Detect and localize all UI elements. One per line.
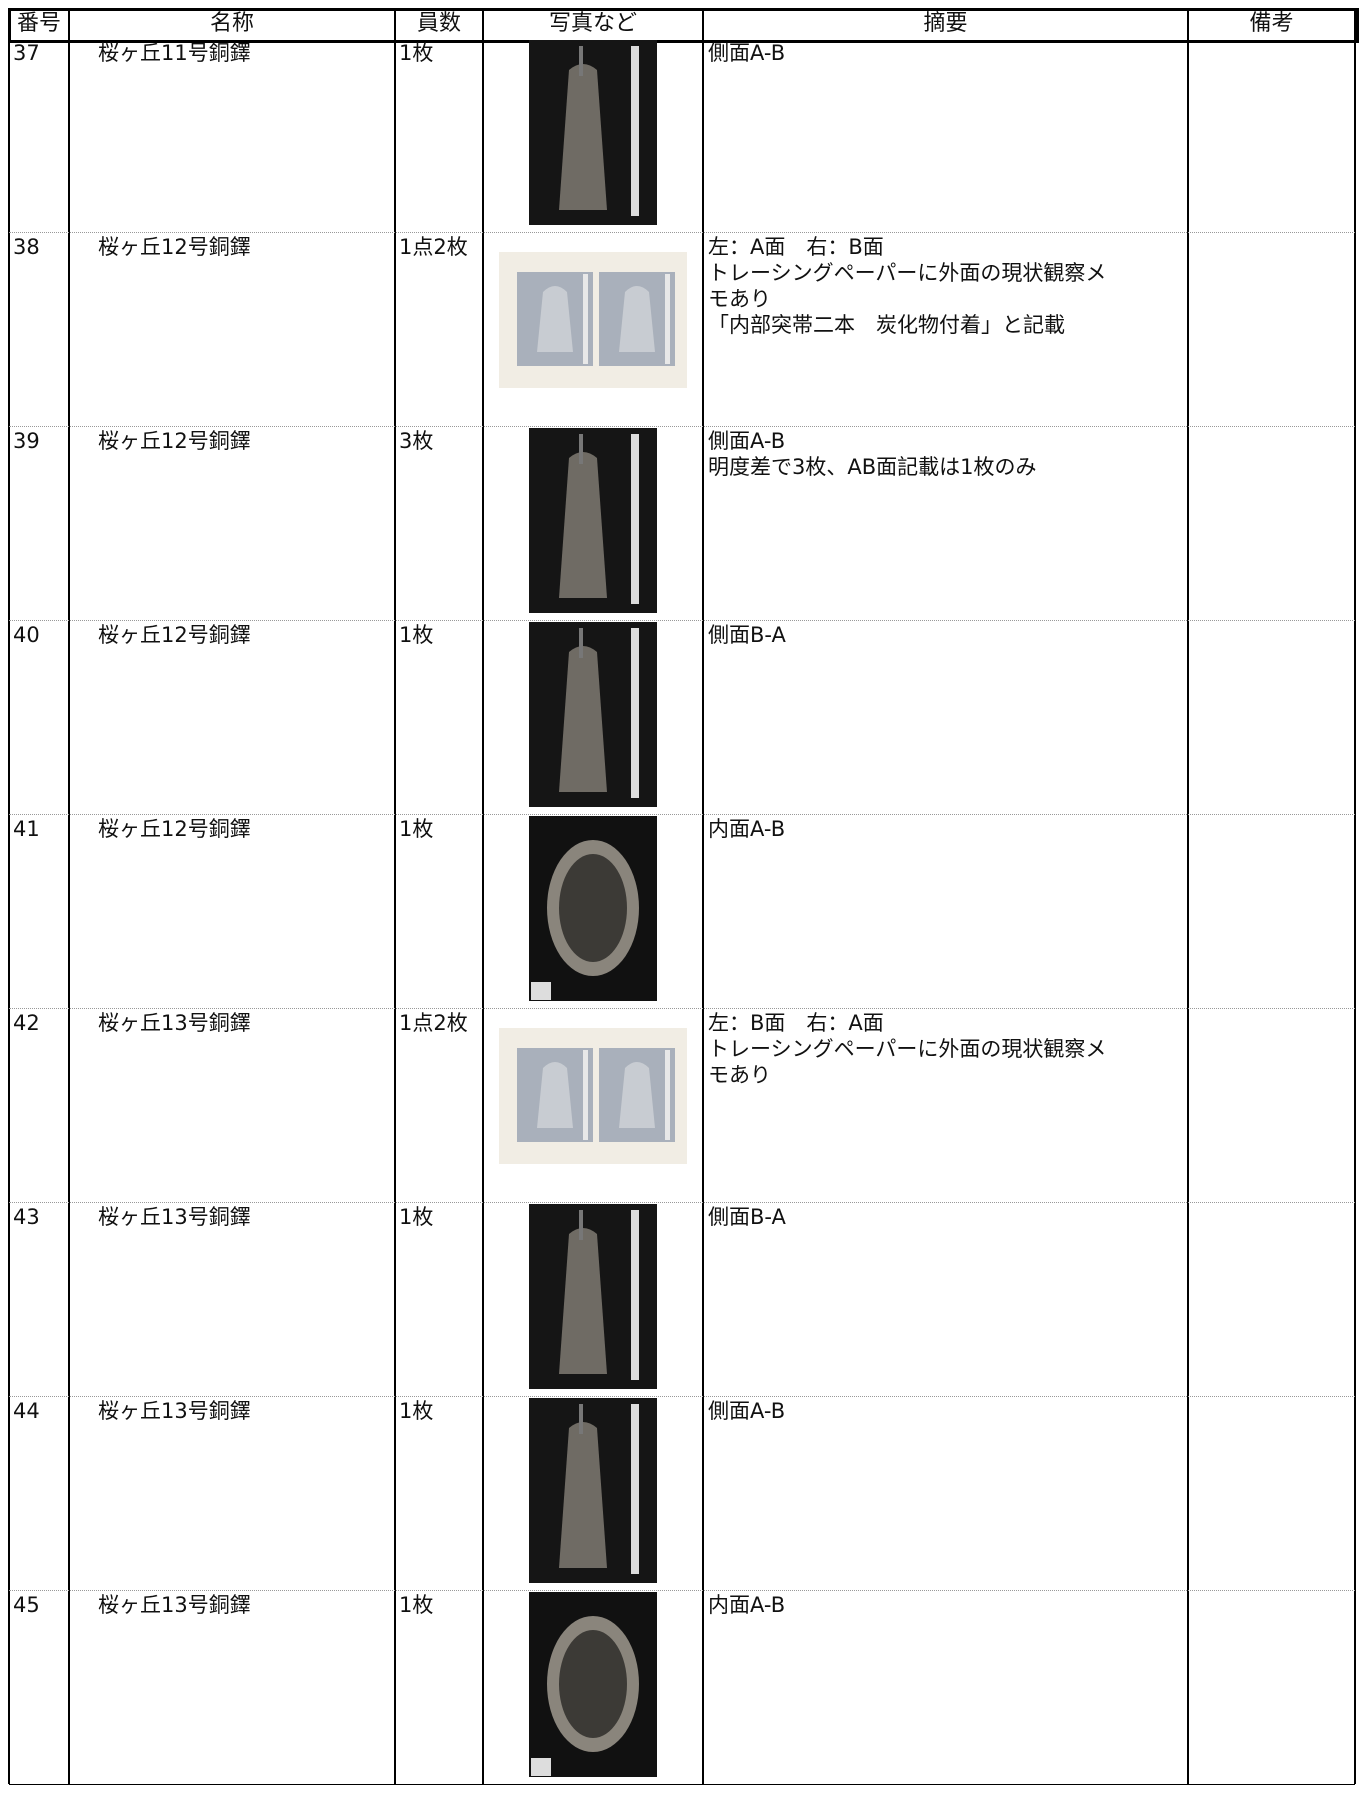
row-separator <box>9 1590 1355 1591</box>
photo <box>529 816 657 1001</box>
row-separator <box>9 620 1355 621</box>
cell-count: 1枚 <box>399 1399 434 1423</box>
row-separator <box>9 232 1355 233</box>
cell-summary: トレーシングペーパーに外面の現状観察メ <box>708 1037 1107 1061</box>
row-separator <box>9 426 1355 427</box>
cell-no: 37 <box>13 41 40 65</box>
cell-no: 38 <box>13 235 40 259</box>
cell-summary: 側面A-B <box>708 429 786 453</box>
photo <box>499 1028 687 1164</box>
cell-summary: 側面B-A <box>708 1205 786 1229</box>
cell-count: 3枚 <box>399 429 434 453</box>
cell-count: 1枚 <box>399 1205 434 1229</box>
header-cell: 写真など <box>548 11 637 36</box>
cell-summary: 内面A-B <box>708 817 786 841</box>
photo <box>529 428 657 613</box>
cell-summary: 側面B-A <box>708 623 786 647</box>
cell-name: 桜ヶ丘12号銅鐸 <box>98 235 251 259</box>
column-line <box>702 9 704 1784</box>
cell-no: 41 <box>13 817 40 841</box>
cell-summary: トレーシングペーパーに外面の現状観察メ <box>708 261 1107 285</box>
cell-summary: 明度差で3枚、AB面記載は1枚のみ <box>708 455 1037 479</box>
cell-no: 39 <box>13 429 40 453</box>
photo <box>529 1398 657 1583</box>
row-separator <box>9 1396 1355 1397</box>
cell-no: 42 <box>13 1011 40 1035</box>
cell-name: 桜ヶ丘12号銅鐸 <box>98 817 251 841</box>
header-cell: 摘要 <box>923 11 968 36</box>
cell-count: 1枚 <box>399 817 434 841</box>
table-bottom <box>9 1784 1355 1785</box>
cell-name: 桜ヶ丘13号銅鐸 <box>98 1205 251 1229</box>
cell-summary: 内面A-B <box>708 1593 786 1617</box>
header-cell: 名称 <box>209 11 254 36</box>
header-cell: 備考 <box>1249 11 1294 36</box>
cell-count: 1枚 <box>399 1593 434 1617</box>
cell-count: 1枚 <box>399 41 434 65</box>
column-line <box>1187 9 1189 1784</box>
cell-count: 1枚 <box>399 623 434 647</box>
photo <box>529 1592 657 1777</box>
cell-name: 桜ヶ丘13号銅鐸 <box>98 1399 251 1423</box>
header-cell: 員数 <box>416 11 461 36</box>
cell-no: 44 <box>13 1399 40 1423</box>
cell-count: 1点2枚 <box>399 235 468 259</box>
column-line <box>1354 9 1356 1784</box>
cell-name: 桜ヶ丘11号銅鐸 <box>98 41 251 65</box>
column-line <box>394 9 396 1784</box>
cell-summary: 側面A-B <box>708 1399 786 1423</box>
cell-no: 45 <box>13 1593 40 1617</box>
cell-name: 桜ヶ丘12号銅鐸 <box>98 623 251 647</box>
cell-name: 桜ヶ丘13号銅鐸 <box>98 1593 251 1617</box>
photo <box>529 1204 657 1389</box>
cell-summary: モあり <box>708 287 771 311</box>
column-line <box>482 9 484 1784</box>
cell-no: 40 <box>13 623 40 647</box>
cell-count: 1点2枚 <box>399 1011 468 1035</box>
cell-no: 43 <box>13 1205 40 1229</box>
column-line <box>8 9 10 1784</box>
cell-summary: 左：A面 右：B面 <box>708 235 884 259</box>
row-separator <box>9 1202 1355 1203</box>
photo <box>529 40 657 225</box>
cell-summary: 左：B面 右：A面 <box>708 1011 884 1035</box>
cell-name: 桜ヶ丘13号銅鐸 <box>98 1011 251 1035</box>
cell-summary: 「内部突帯二本 炭化物付着」と記載 <box>708 313 1065 337</box>
cell-summary: モあり <box>708 1063 771 1087</box>
photo <box>529 622 657 807</box>
cell-summary: 側面A-B <box>708 41 786 65</box>
photo <box>499 252 687 388</box>
row-separator <box>9 814 1355 815</box>
row-separator <box>9 1008 1355 1009</box>
column-line <box>68 9 70 1784</box>
cell-name: 桜ヶ丘12号銅鐸 <box>98 429 251 453</box>
header-cell: 番号 <box>16 11 61 36</box>
